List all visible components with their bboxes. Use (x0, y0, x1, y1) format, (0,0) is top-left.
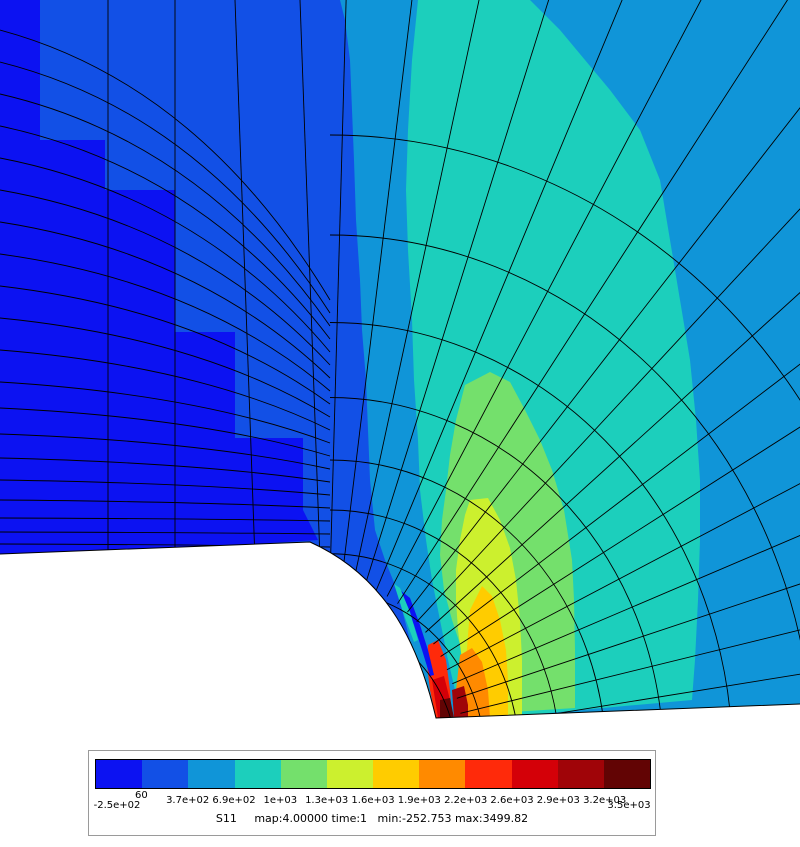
mesh-line (234, 0, 256, 561)
colorbar-tick-label: -2.5e+02 (93, 800, 141, 811)
contour-bands (0, 0, 800, 718)
mesh-arc (329, 665, 417, 718)
mesh-arc (0, 29, 331, 301)
mesh-line (462, 603, 800, 718)
colorbar-tick-label: 3.2e+03 (583, 795, 627, 806)
mesh-arc (0, 517, 331, 522)
mesh-line (353, 0, 507, 583)
mesh-arc (329, 684, 400, 718)
colorbar-tick-label: 1.6e+03 (351, 795, 395, 806)
colorbar-tick-label: 2.9e+03 (536, 795, 580, 806)
colorbar-tick-label: 1e+03 (263, 795, 298, 806)
colorbar-swatch (326, 760, 374, 788)
mesh-line (433, 181, 800, 645)
mesh-line (416, 70, 800, 623)
mesh-line (397, 0, 800, 604)
colorbar-swatch (511, 760, 558, 788)
mesh-arc (0, 157, 331, 353)
colorbar-tick-label: 6.9e+02 (212, 795, 256, 806)
mesh-line (446, 309, 800, 671)
colorbar-swatch (603, 760, 651, 788)
map-label: map:4.00000 (254, 812, 328, 825)
plate-boundary (0, 541, 800, 719)
mesh-arc (0, 317, 331, 418)
mesh-arc (0, 349, 331, 431)
colorbar-tick-label: 3.7e+02 (166, 795, 210, 806)
mesh-arc (0, 253, 331, 392)
stress-contour-mesh (0, 0, 800, 719)
mesh-line (425, 123, 800, 633)
colorbar-swatch (373, 760, 420, 788)
band-level-11 (452, 686, 468, 718)
colorbar-tick-label: 60 (134, 790, 148, 801)
mesh-arc (329, 397, 664, 718)
colorbar-swatch (280, 760, 327, 788)
legend-caption: S11 map:4.00000 time:1 min:-252.753 max:… (89, 813, 655, 825)
band-level-1 (0, 0, 318, 560)
mesh-arc (0, 531, 331, 535)
colorbar-swatch (96, 760, 143, 788)
mesh-arc (0, 499, 331, 509)
mesh-arc (329, 647, 434, 718)
mesh-arc (0, 61, 331, 314)
mesh-arc (0, 457, 331, 483)
mesh-arc (0, 285, 331, 405)
colorbar-tick-label: 1.3e+03 (305, 795, 349, 806)
mesh-line (456, 451, 800, 699)
mesh-arc (329, 134, 800, 718)
mesh-line (407, 22, 800, 613)
mesh-line (460, 526, 800, 714)
mesh-arc (0, 433, 331, 470)
colorbar (95, 759, 651, 789)
mesh-arc (0, 125, 331, 340)
mesh-arc (0, 189, 331, 366)
mesh-arc (329, 234, 800, 718)
colorbar-tick-label: 2.6e+03 (490, 795, 534, 806)
mesh-arc (0, 407, 331, 457)
colorbar-swatch (419, 760, 466, 788)
colorbar-swatch (142, 760, 189, 788)
mesh-arc (329, 459, 607, 718)
colorbar-swatch (188, 760, 235, 788)
color-legend: -2.5e+02 60 3.7e+02 6.9e+02 1e+03 1.3e+03 1.6e… (88, 750, 656, 836)
mesh-line (341, 0, 429, 581)
colorbar-tick-label: 1.9e+03 (397, 795, 441, 806)
mesh-arc (329, 322, 733, 718)
colorbar-swatch (465, 760, 512, 788)
mesh-arc (0, 479, 331, 496)
variable-label: S11 (215, 812, 237, 825)
band-hole-edge-low (400, 590, 434, 676)
mesh-arc (0, 93, 331, 327)
min-label: min:-252.753 (377, 812, 452, 825)
time-label: time:1 (331, 812, 368, 825)
mesh-line (452, 379, 800, 685)
mesh-arc (329, 553, 521, 718)
mesh-arc (329, 509, 561, 718)
mesh-line (440, 243, 800, 657)
mesh-arc (0, 221, 331, 379)
mesh-line (299, 0, 321, 561)
mesh-line (386, 0, 731, 597)
mesh-arc (0, 381, 331, 444)
max-label: max:3499.82 (454, 812, 529, 825)
colorbar-swatch (557, 760, 604, 788)
colorbar-tick-label: 3.5e+03 (607, 800, 651, 811)
colorbar-swatch (234, 760, 281, 788)
colorbar-tick-label: 2.2e+03 (444, 795, 488, 806)
